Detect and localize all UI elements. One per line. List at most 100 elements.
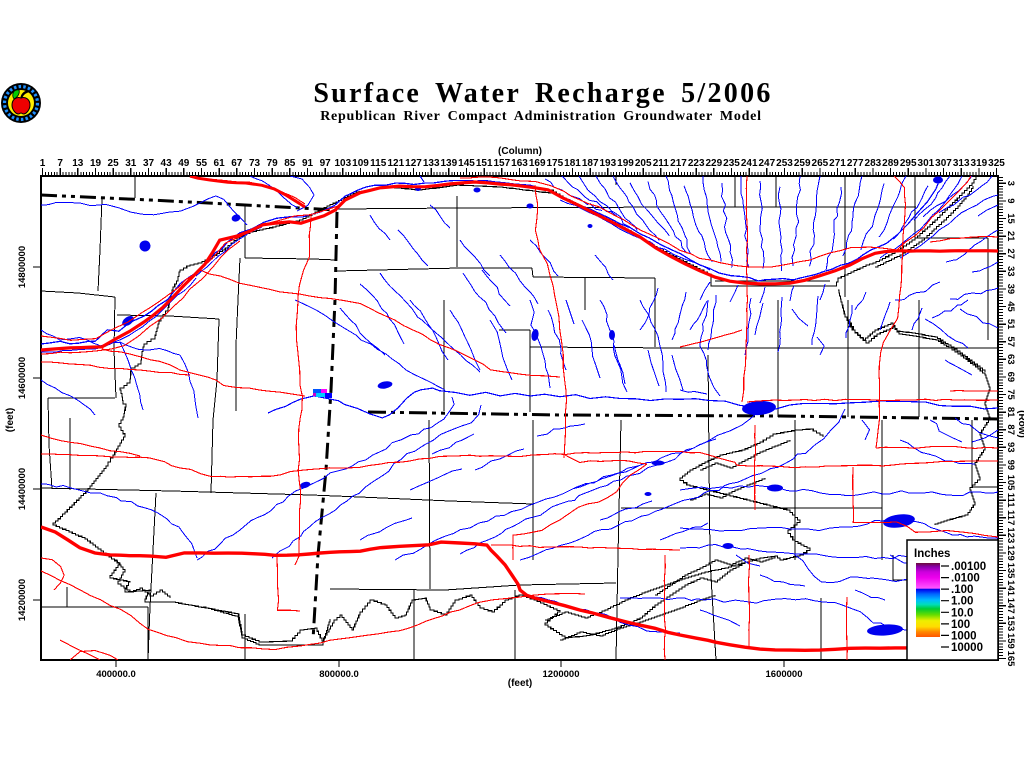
svg-text:81: 81 (1005, 407, 1016, 418)
svg-text:33: 33 (1005, 266, 1016, 277)
svg-text:325: 325 (988, 158, 1005, 169)
svg-text:141: 141 (1005, 580, 1016, 597)
svg-text:.00100: .00100 (951, 561, 986, 573)
svg-text:153: 153 (1005, 615, 1016, 631)
svg-text:400000.0: 400000.0 (96, 669, 136, 680)
svg-text:103: 103 (334, 158, 351, 169)
svg-text:45: 45 (1005, 301, 1016, 312)
svg-text:73: 73 (249, 158, 261, 169)
svg-text:25: 25 (108, 158, 120, 169)
svg-text:181: 181 (564, 158, 581, 169)
svg-text:211: 211 (653, 158, 670, 169)
svg-text:157: 157 (493, 158, 510, 169)
svg-text:14600000: 14600000 (17, 357, 28, 399)
svg-text:1.00: 1.00 (951, 596, 973, 608)
svg-text:247: 247 (758, 158, 775, 169)
svg-text:127: 127 (405, 158, 422, 169)
svg-text:319: 319 (971, 158, 988, 169)
svg-text:21: 21 (1005, 231, 1016, 242)
svg-text:117: 117 (1005, 510, 1016, 525)
svg-text:229: 229 (705, 158, 722, 169)
svg-text:1200000: 1200000 (543, 669, 580, 680)
svg-text:223: 223 (688, 158, 705, 169)
svg-text:57: 57 (1005, 336, 1016, 347)
svg-text:151: 151 (476, 158, 493, 169)
svg-text:135: 135 (1005, 563, 1016, 580)
svg-text:295: 295 (900, 158, 917, 169)
svg-text:147: 147 (1005, 598, 1016, 614)
svg-text:15: 15 (1005, 213, 1016, 224)
svg-text:193: 193 (599, 158, 616, 169)
svg-text:105: 105 (1005, 475, 1016, 492)
svg-text:91: 91 (302, 158, 314, 169)
svg-text:19: 19 (90, 158, 102, 169)
svg-text:259: 259 (794, 158, 811, 169)
svg-text:169: 169 (529, 158, 546, 169)
svg-text:133: 133 (423, 158, 440, 169)
svg-text:.100: .100 (951, 584, 973, 596)
svg-text:49: 49 (178, 158, 190, 169)
svg-text:277: 277 (847, 158, 864, 169)
svg-text:313: 313 (953, 158, 970, 169)
svg-text:55: 55 (196, 158, 208, 169)
svg-text:75: 75 (1005, 389, 1016, 400)
svg-text:115: 115 (370, 158, 387, 169)
svg-text:109: 109 (352, 158, 369, 169)
svg-text:265: 265 (812, 158, 829, 169)
svg-text:79: 79 (267, 158, 279, 169)
svg-text:(Column): (Column) (498, 146, 542, 157)
svg-text:800000.0: 800000.0 (319, 669, 359, 680)
svg-text:283: 283 (865, 158, 882, 169)
svg-text:10000: 10000 (951, 642, 983, 654)
svg-text:(Row): (Row) (1016, 410, 1024, 438)
svg-text:(feet): (feet) (5, 408, 16, 432)
svg-text:235: 235 (723, 158, 740, 169)
svg-text:100: 100 (951, 619, 970, 631)
svg-text:51: 51 (1005, 319, 1016, 330)
svg-text:69: 69 (1005, 372, 1016, 383)
svg-text:85: 85 (284, 158, 296, 169)
svg-text:67: 67 (231, 158, 243, 169)
svg-text:37: 37 (143, 158, 155, 169)
svg-text:9: 9 (1005, 198, 1016, 203)
svg-text:199: 199 (617, 158, 634, 169)
svg-text:217: 217 (670, 158, 687, 169)
svg-text:307: 307 (935, 158, 952, 169)
svg-text:159: 159 (1005, 633, 1016, 649)
svg-text:(feet): (feet) (508, 678, 532, 689)
svg-text:271: 271 (829, 158, 846, 169)
svg-text:87: 87 (1005, 424, 1016, 435)
svg-text:1000: 1000 (951, 630, 977, 642)
svg-text:123: 123 (1005, 527, 1016, 543)
svg-text:289: 289 (882, 158, 899, 169)
svg-text:14200000: 14200000 (17, 579, 28, 621)
svg-text:61: 61 (214, 158, 226, 169)
svg-text:145: 145 (458, 158, 475, 169)
svg-text:14800000: 14800000 (17, 246, 28, 288)
svg-text:39: 39 (1005, 284, 1016, 295)
svg-text:Inches: Inches (914, 548, 950, 560)
svg-text:129: 129 (1005, 545, 1016, 561)
svg-text:205: 205 (635, 158, 652, 169)
svg-text:165: 165 (1005, 651, 1016, 668)
svg-text:163: 163 (511, 158, 528, 169)
svg-text:43: 43 (161, 158, 173, 169)
svg-text:187: 187 (582, 158, 599, 169)
svg-text:14400000: 14400000 (17, 468, 28, 510)
svg-text:93: 93 (1005, 442, 1016, 453)
svg-text:253: 253 (776, 158, 793, 169)
svg-text:301: 301 (918, 158, 935, 169)
svg-text:.0100: .0100 (951, 573, 980, 585)
svg-text:121: 121 (387, 158, 404, 169)
svg-text:31: 31 (125, 158, 137, 169)
svg-text:27: 27 (1005, 248, 1016, 259)
svg-text:3: 3 (1005, 181, 1016, 186)
svg-text:97: 97 (320, 158, 332, 169)
svg-text:63: 63 (1005, 354, 1016, 365)
svg-text:111: 111 (1005, 493, 1016, 509)
svg-text:99: 99 (1005, 460, 1016, 471)
svg-text:139: 139 (440, 158, 457, 169)
svg-text:10.0: 10.0 (951, 607, 973, 619)
svg-text:175: 175 (546, 158, 563, 169)
svg-text:7: 7 (57, 158, 63, 169)
